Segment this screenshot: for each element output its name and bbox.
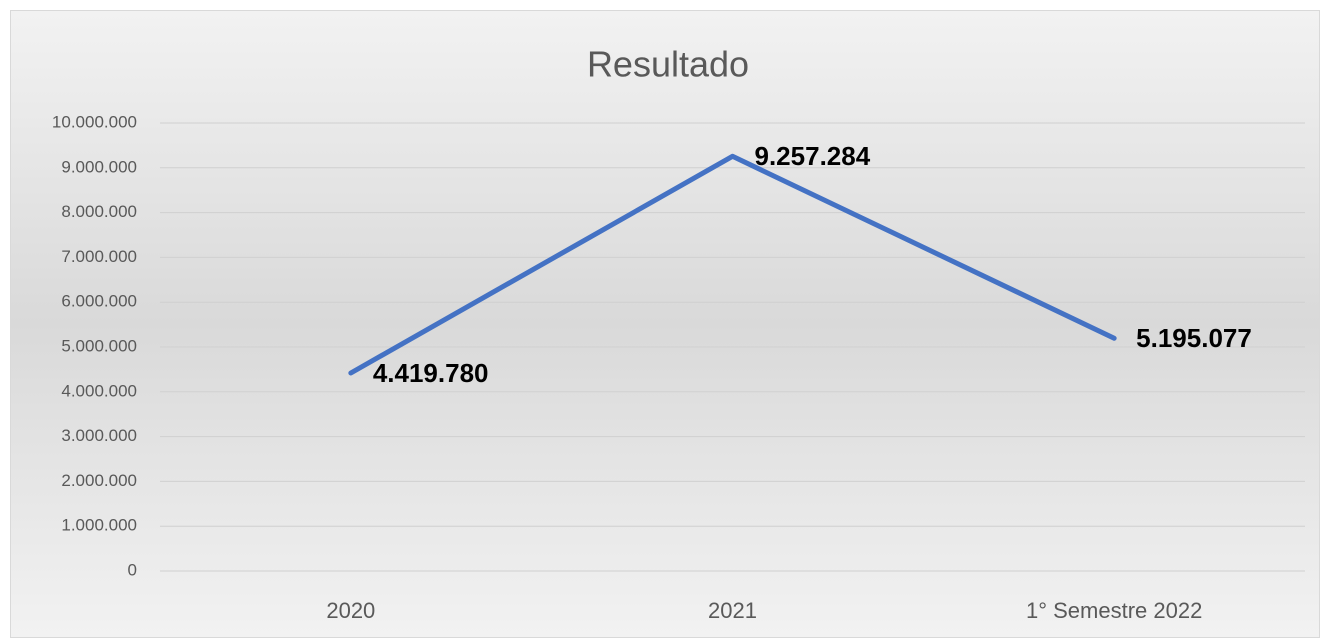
y-tick-label: 7.000.000 — [61, 247, 137, 266]
y-tick-label: 3.000.000 — [61, 426, 137, 445]
x-tick-label: 1° Semestre 2022 — [1026, 598, 1202, 623]
line — [348, 153, 1117, 376]
y-tick-label: 4.000.000 — [61, 381, 137, 400]
chart-area — [10, 10, 1320, 638]
y-tick-label: 10.000.000 — [52, 112, 137, 131]
y-tick-label: 2.000.000 — [61, 471, 137, 490]
y-tick-label: 1.000.000 — [61, 516, 137, 535]
y-tick-label: 5.000.000 — [61, 336, 137, 355]
y-tick-label: 0 — [128, 560, 137, 579]
x-tick-label: 2020 — [326, 598, 375, 623]
data-label: 5.195.077 — [1136, 323, 1252, 353]
chart-title: Resultado — [587, 44, 749, 85]
data-label: 9.257.284 — [755, 141, 871, 171]
data-label: 4.419.780 — [373, 358, 489, 388]
y-tick-label: 6.000.000 — [61, 292, 137, 311]
y-tick-label: 9.000.000 — [61, 157, 137, 176]
y-tick-label: 8.000.000 — [61, 202, 137, 221]
x-tick-label: 2021 — [708, 598, 757, 623]
